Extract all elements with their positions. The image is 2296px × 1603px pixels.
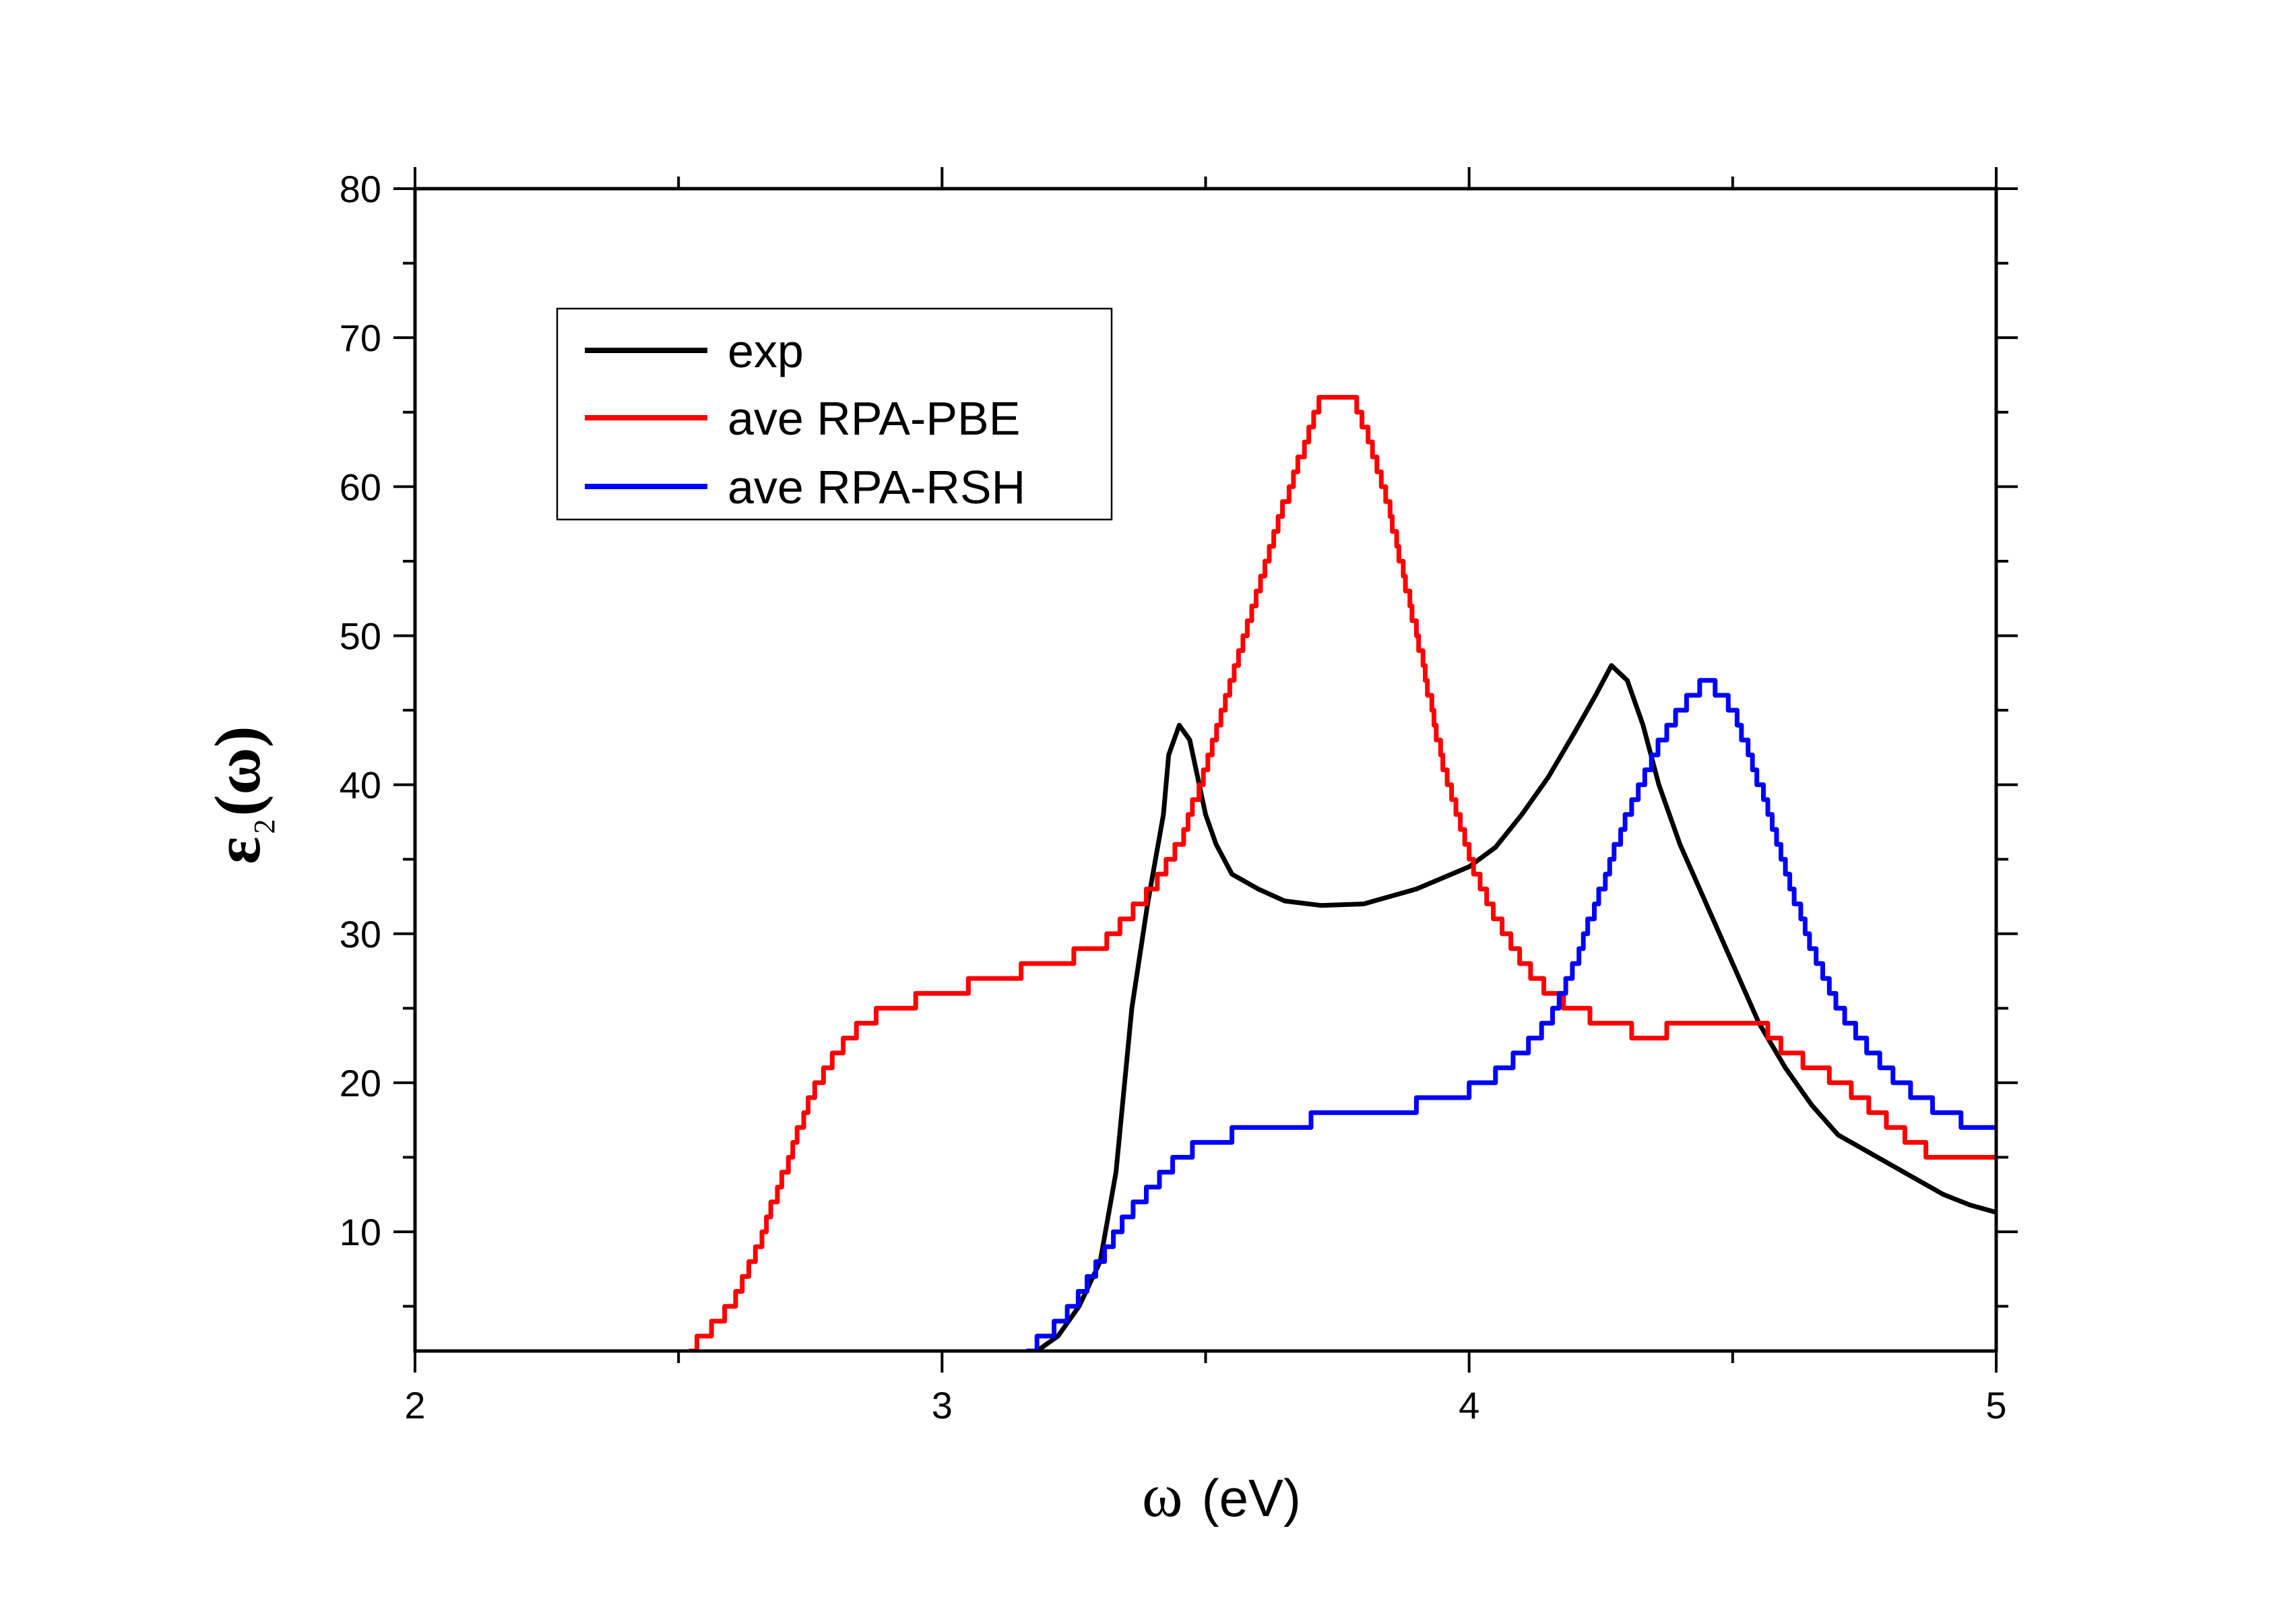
legend-label-rpa-pbe: ave RPA-PBE bbox=[728, 392, 1020, 445]
y-tick-label: 50 bbox=[340, 615, 381, 657]
y-axis-title: ε 2 (ω) bbox=[201, 726, 281, 864]
series-line-ave-rpa-pbe bbox=[688, 395, 1996, 1351]
y-axis-subscript: 2 bbox=[248, 819, 281, 834]
series-layer bbox=[688, 395, 1996, 1351]
x-axis-symbol: ω bbox=[1142, 1461, 1183, 1530]
y-tick-label: 40 bbox=[340, 764, 381, 807]
y-tick-label: 60 bbox=[340, 466, 381, 508]
series-line-exp bbox=[1035, 663, 1996, 1351]
series-line-ave-rpa-rsh bbox=[1025, 678, 1996, 1351]
axes-layer bbox=[393, 167, 2018, 1373]
y-tick-label: 10 bbox=[340, 1211, 381, 1253]
y-tick-label: 70 bbox=[340, 317, 381, 359]
y-tick-label: 20 bbox=[340, 1062, 381, 1104]
x-tick-label: 3 bbox=[932, 1384, 953, 1426]
legend: exp ave RPA-PBE ave RPA-RSH bbox=[556, 307, 1113, 521]
y-axis-symbol: ε bbox=[201, 837, 274, 865]
y-axis-argument: (ω) bbox=[201, 726, 274, 816]
legend-label-exp: exp bbox=[728, 325, 804, 377]
x-tick-label: 4 bbox=[1459, 1384, 1479, 1426]
x-axis-unit: (eV) bbox=[1202, 1468, 1301, 1528]
legend-label-rpa-rsh: ave RPA-RSH bbox=[728, 461, 1025, 513]
tick-labels: 2 3 4 5 10 20 30 40 50 60 70 80 bbox=[340, 168, 2007, 1426]
y-tick-label: 80 bbox=[340, 168, 381, 210]
x-tick-label: 5 bbox=[1985, 1384, 2006, 1426]
x-axis-title: ω (eV) bbox=[1142, 1461, 1301, 1530]
x-tick-label: 2 bbox=[404, 1384, 425, 1426]
y-tick-label: 30 bbox=[340, 913, 381, 955]
